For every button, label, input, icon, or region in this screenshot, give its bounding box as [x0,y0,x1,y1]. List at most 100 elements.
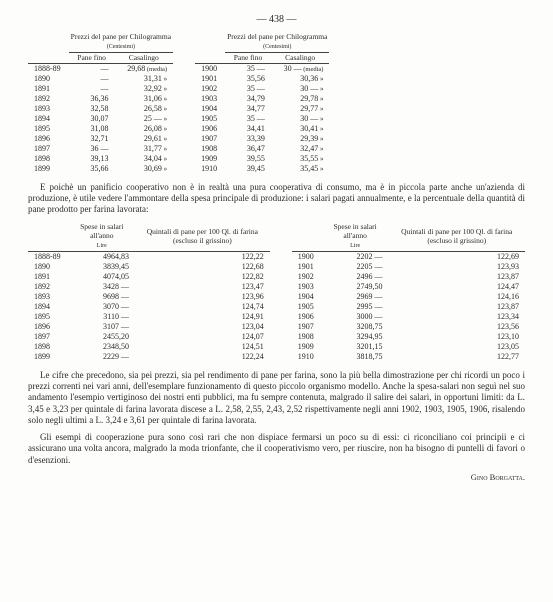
table-row: 19073208,75123,56 [292,322,525,332]
cell-year: 1895 [28,312,69,322]
table-row: 1888-89—29,68 (media) [28,63,173,74]
cell-value: 123,34 [388,312,525,322]
cell-value: 29,78 » [271,94,330,104]
table-row: 190334,7929,78 » [195,94,329,104]
cell-value: 30 — (media) [271,63,330,74]
cell-year: 1906 [195,124,225,134]
cell-value: 39,13 [69,154,115,164]
cell-value: 2995 — [322,302,389,312]
cell-value: 3428 — [69,282,135,292]
cell-year: 1888-89 [28,63,69,74]
cell-value: 123,96 [135,292,270,302]
cell-value: 30,41 » [271,124,330,134]
cell-value: 29,77 » [271,104,330,114]
cell-year: 1898 [28,342,69,352]
cell-value: 30 — » [271,114,330,124]
cell-value: 4964,83 [69,251,135,262]
cell-value: 26,08 » [114,124,173,134]
cell-value: 122,82 [135,272,270,282]
cell-year: 1900 [195,63,225,74]
cell-value: — [69,74,115,84]
cell-value: 31,77 » [114,144,173,154]
table-row: 18953110 —124,91 [28,312,270,322]
cell-value: 31,06 » [114,94,173,104]
table-row: 18939698 —123,96 [28,292,270,302]
cell-year: 1902 [292,272,322,282]
cell-year: 1907 [195,134,225,144]
cell-year: 1897 [28,144,69,154]
cell-year: 1898 [28,154,69,164]
cell-value: 32,47 » [271,144,330,154]
cell-year: 1892 [28,282,69,292]
table-row: 189632,7129,61 » [28,134,173,144]
cell-value: 3110 — [69,312,135,322]
cell-value: 122,77 [388,352,525,362]
table-row: 189332,5826,58 » [28,104,173,114]
cell-value: — [69,84,115,94]
cell-value: 124,74 [135,302,270,312]
table-row: 191039,4535,45 » [195,164,329,174]
cell-value: 3000 — [322,312,389,322]
cell-year: 1908 [195,144,225,154]
cell-value: 123,47 [135,282,270,292]
cell-value: 34,41 [225,124,271,134]
cell-year: 1902 [195,84,225,94]
table-row: 18963107 —123,04 [28,322,270,332]
col-quintali: Quintali di pane per 100 Ql. di farina (… [388,222,525,252]
cell-year: 1903 [195,94,225,104]
cell-value: 33,39 [225,134,271,144]
col-group-header: Prezzi del pane per Chilogramma (Centesi… [69,31,173,53]
paragraph-3: Gli esempi di cooperazione pura sono cos… [28,432,525,466]
cell-value: 34,04 » [114,154,173,164]
cell-year: 1894 [28,114,69,124]
col-year [28,222,69,252]
cell-year: 1891 [28,272,69,282]
cell-value: 3107 — [69,322,135,332]
page-number: — 438 — [28,14,525,27]
price-table-left: Prezzi del pane per Chilogramma (Centesi… [28,31,173,174]
cell-year: 1893 [28,104,69,114]
document-page: — 438 — Prezzi del pane per Chilogramma … [0,0,553,602]
table-row: 190939,5535,55 » [195,154,329,164]
col-salary: Spese in salari all'anno Lire [69,222,135,252]
cell-year: 1897 [28,332,69,342]
cell-value: 122,68 [135,262,270,272]
table-row: 190836,4732,47 » [195,144,329,154]
cell-value: 9698 — [69,292,135,302]
table-row: 19052995 —123,87 [292,302,525,312]
table-row: 19103818,75122,77 [292,352,525,362]
cell-value: 2229 — [69,352,135,362]
cell-value: 35 — [225,63,271,74]
col-year [28,31,69,64]
cell-year: 1895 [28,124,69,134]
cell-value: 35,66 [69,164,115,174]
cell-value: 123,56 [388,322,525,332]
cell-year: 1893 [28,292,69,302]
cell-value: 30,36 » [271,74,330,84]
cell-year: 1903 [292,282,322,292]
cell-value: 26,58 » [114,104,173,114]
table-row: 19042969 —124,16 [292,292,525,302]
cell-value: 3070 — [69,302,135,312]
price-table-right: Prezzi del pane per Chilogramma (Centesi… [195,31,329,174]
cell-year: 1909 [195,154,225,164]
cell-year: 1901 [292,262,322,272]
paragraph-1: E poichè un panificio cooperativo non è … [28,182,525,216]
cell-value: 2202 — [322,251,389,262]
cell-value: 30,07 [69,114,115,124]
salary-table-left: Spese in salari all'anno Lire Quintali d… [28,222,270,362]
cell-value: 39,45 [225,164,271,174]
cell-value: 3294,95 [322,332,389,342]
cell-value: 35,45 » [271,164,330,174]
col-year [195,31,225,64]
cell-value: 123,87 [388,272,525,282]
table-row: 19093201,15123,05 [292,342,525,352]
cell-value: 124,47 [388,282,525,292]
table-row: 190535 —30 — » [195,114,329,124]
author-signature: Gino Borgatta. [28,472,525,483]
cell-value: 36 — [69,144,115,154]
cell-value: 34,77 [225,104,271,114]
cell-value: 123,05 [388,342,525,352]
cell-value: 32,92 » [114,84,173,94]
cell-year: 1888-89 [28,251,69,262]
